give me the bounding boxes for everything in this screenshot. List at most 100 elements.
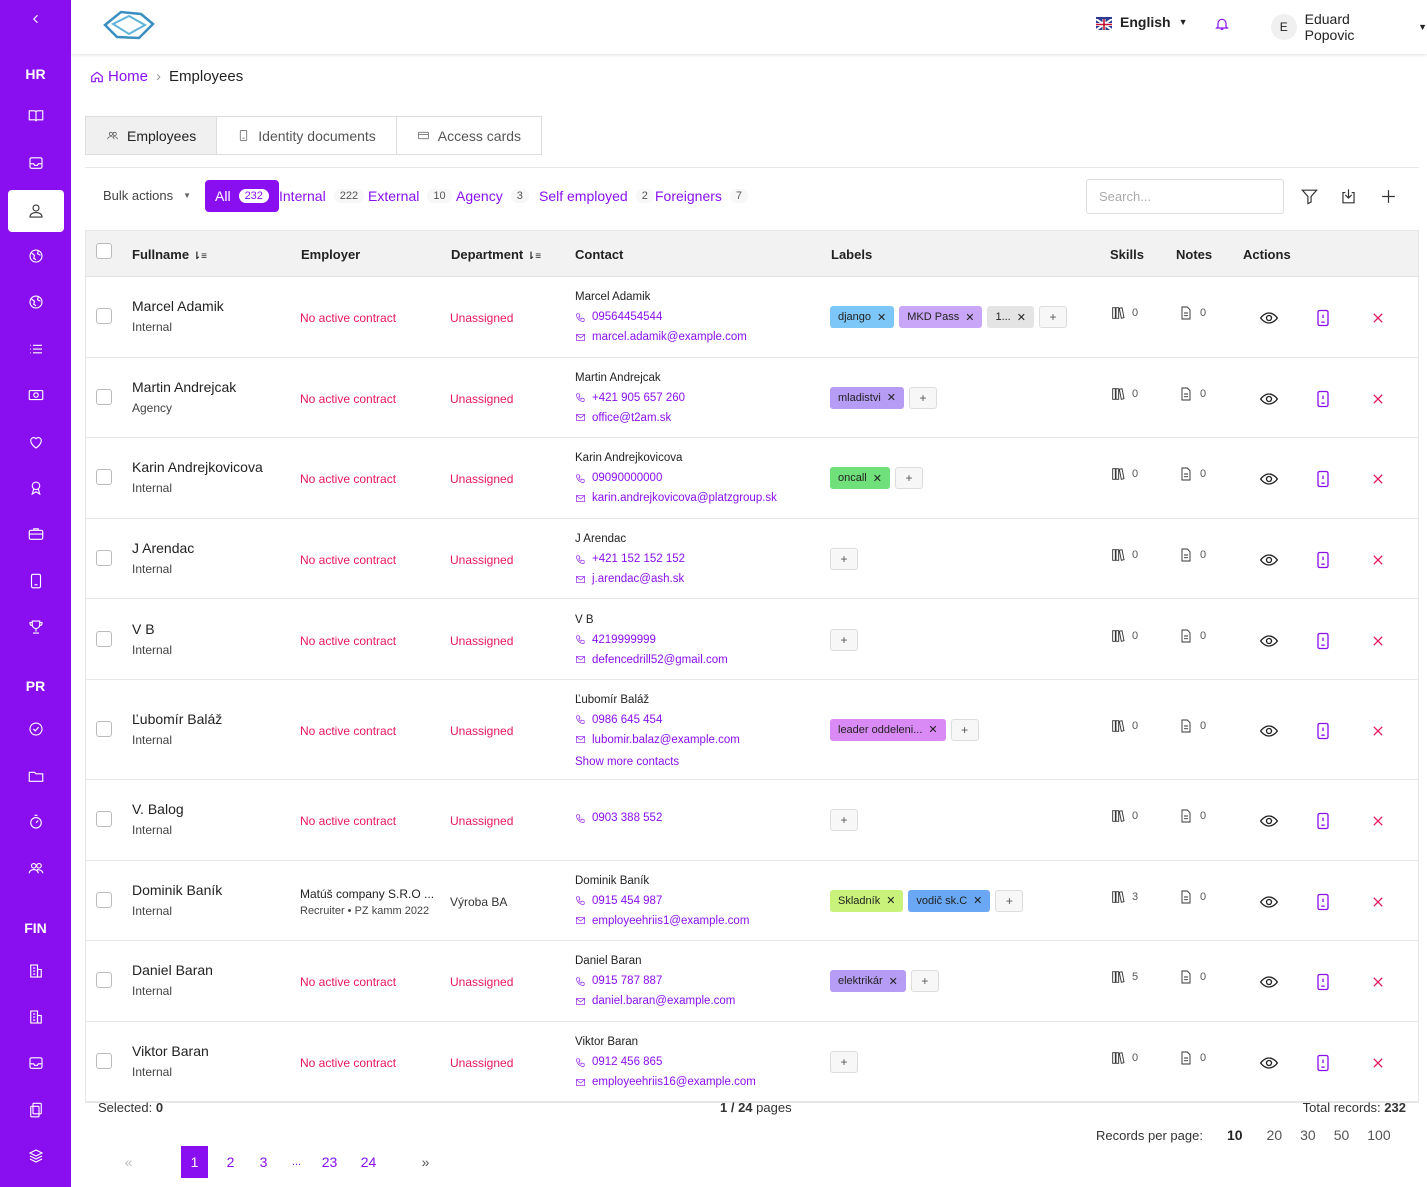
label-tag[interactable]: elektrikár ✕ bbox=[830, 970, 906, 993]
sidebar-item-list[interactable] bbox=[0, 334, 71, 364]
delete-button[interactable] bbox=[1367, 468, 1389, 490]
contact-email[interactable]: j.arendac@ash.sk bbox=[575, 569, 685, 589]
remove-label-icon[interactable]: ✕ bbox=[872, 472, 882, 485]
device-button[interactable] bbox=[1312, 549, 1334, 571]
device-button[interactable] bbox=[1312, 307, 1334, 329]
notes-count[interactable]: 0 bbox=[1178, 889, 1206, 905]
delete-button[interactable] bbox=[1367, 971, 1389, 993]
contact-phone[interactable]: 0915 787 887 bbox=[575, 971, 735, 991]
remove-label-icon[interactable]: ✕ bbox=[888, 975, 898, 988]
view-button[interactable] bbox=[1258, 1052, 1280, 1074]
delete-button[interactable] bbox=[1367, 388, 1389, 410]
filter-button[interactable] bbox=[1298, 185, 1320, 207]
label-tag[interactable]: vodič sk.C ✕ bbox=[908, 889, 991, 912]
device-button[interactable] bbox=[1312, 810, 1334, 832]
table-row[interactable]: Martin Andrejcak Agency No active contract… bbox=[86, 358, 1418, 439]
contact-email[interactable]: office@t2am.sk bbox=[575, 408, 685, 428]
row-checkbox[interactable] bbox=[96, 811, 112, 828]
notes-count[interactable]: 0 bbox=[1178, 1050, 1206, 1066]
label-tag[interactable]: django ✕ bbox=[830, 306, 895, 329]
row-checkbox[interactable] bbox=[96, 891, 112, 908]
remove-label-icon[interactable]: ✕ bbox=[965, 311, 975, 324]
first-page-button[interactable]: « bbox=[112, 1146, 145, 1178]
sidebar-item-check[interactable] bbox=[0, 714, 71, 744]
rpp-option-10[interactable]: 10 bbox=[1226, 1127, 1243, 1143]
contact-phone[interactable]: 09090000000 bbox=[575, 468, 777, 488]
contact-phone[interactable]: 0903 388 552 bbox=[575, 808, 662, 828]
sidebar-item-globe[interactable] bbox=[0, 241, 71, 271]
view-button[interactable] bbox=[1258, 388, 1280, 410]
table-row[interactable]: V. Balog Internal No active contract Unassi… bbox=[86, 780, 1418, 861]
add-label-button[interactable]: + bbox=[830, 1051, 858, 1074]
device-button[interactable] bbox=[1312, 971, 1334, 993]
rpp-option-30[interactable]: 30 bbox=[1300, 1127, 1316, 1143]
view-button[interactable] bbox=[1258, 720, 1280, 742]
label-tag[interactable]: oncall ✕ bbox=[830, 467, 890, 490]
row-checkbox[interactable] bbox=[96, 1053, 112, 1070]
add-label-button[interactable]: + bbox=[1038, 306, 1067, 329]
contact-phone[interactable]: +421 152 152 152 bbox=[575, 549, 685, 569]
employee-name[interactable]: Daniel Baran bbox=[132, 962, 213, 979]
notes-count[interactable]: 0 bbox=[1178, 305, 1206, 321]
delete-button[interactable] bbox=[1367, 630, 1389, 652]
employee-name[interactable]: V. Balog bbox=[132, 801, 184, 818]
view-button[interactable] bbox=[1258, 468, 1280, 490]
sidebar-item-building-2[interactable] bbox=[0, 1002, 71, 1032]
filter-self-employed[interactable]: Self employed 2 bbox=[539, 180, 654, 212]
sidebar-item-award[interactable] bbox=[0, 473, 71, 503]
filter-internal[interactable]: Internal 222 bbox=[279, 180, 365, 212]
add-employee-button[interactable] bbox=[1377, 185, 1399, 207]
device-button[interactable] bbox=[1312, 1052, 1334, 1074]
notifications-button[interactable] bbox=[1214, 15, 1230, 36]
bulk-actions-dropdown[interactable]: Bulk actions ▼ bbox=[103, 188, 192, 203]
add-label-button[interactable]: + bbox=[894, 467, 923, 490]
remove-label-icon[interactable]: ✕ bbox=[877, 311, 887, 324]
remove-label-icon[interactable]: ✕ bbox=[1016, 311, 1026, 324]
notes-count[interactable]: 0 bbox=[1178, 628, 1206, 644]
contact-email[interactable]: employeehriis16@example.com bbox=[575, 1072, 756, 1092]
remove-label-icon[interactable]: ✕ bbox=[928, 724, 938, 737]
skills-count[interactable]: 3 bbox=[1110, 889, 1138, 905]
sidebar-item-documents[interactable] bbox=[0, 1095, 71, 1125]
device-button[interactable] bbox=[1312, 388, 1334, 410]
contact-phone[interactable]: 0986 645 454 bbox=[575, 710, 740, 730]
contact-email[interactable]: employeehriis1@example.com bbox=[575, 911, 749, 931]
add-label-button[interactable]: + bbox=[910, 970, 939, 993]
page-24[interactable]: 24 bbox=[360, 1154, 377, 1170]
export-button[interactable] bbox=[1337, 185, 1359, 207]
contact-phone[interactable]: 4219999999 bbox=[575, 630, 728, 650]
sidebar-item-inbox-2[interactable] bbox=[0, 1048, 71, 1078]
sidebar-item-employees[interactable] bbox=[8, 190, 64, 232]
table-row[interactable]: V B Internal No active contract Unassigned V… bbox=[86, 599, 1418, 680]
device-button[interactable] bbox=[1312, 891, 1334, 913]
column-fullname[interactable]: Fullname ⇂≡ bbox=[132, 247, 207, 262]
user-menu[interactable]: E Eduard Popovic ▼ bbox=[1271, 11, 1427, 43]
contact-email[interactable]: lubomir.balaz@example.com bbox=[575, 730, 740, 750]
remove-label-icon[interactable]: ✕ bbox=[886, 895, 896, 908]
filter-agency[interactable]: Agency 3 bbox=[456, 180, 529, 212]
label-tag[interactable]: mladistvi ✕ bbox=[830, 386, 905, 409]
page-2[interactable]: 2 bbox=[226, 1154, 235, 1170]
row-checkbox[interactable] bbox=[96, 720, 112, 737]
select-all-checkbox[interactable] bbox=[96, 243, 112, 259]
view-button[interactable] bbox=[1258, 549, 1280, 571]
notes-count[interactable]: 0 bbox=[1178, 808, 1206, 824]
contact-phone[interactable]: 0915 454 987 bbox=[575, 891, 749, 911]
sidebar-item-layers[interactable] bbox=[0, 1141, 71, 1171]
add-label-button[interactable]: + bbox=[909, 386, 938, 409]
row-checkbox[interactable] bbox=[96, 308, 112, 325]
device-button[interactable] bbox=[1312, 468, 1334, 490]
skills-count[interactable]: 0 bbox=[1110, 808, 1138, 824]
language-selector[interactable]: English ▼ bbox=[1095, 14, 1187, 31]
skills-count[interactable]: 0 bbox=[1110, 386, 1138, 402]
employee-name[interactable]: Viktor Baran bbox=[132, 1043, 209, 1060]
view-button[interactable] bbox=[1258, 971, 1280, 993]
table-row[interactable]: Karin Andrejkovicova Internal No active co… bbox=[86, 438, 1418, 519]
skills-count[interactable]: 0 bbox=[1110, 547, 1138, 563]
view-button[interactable] bbox=[1258, 810, 1280, 832]
row-checkbox[interactable] bbox=[96, 469, 112, 486]
rpp-option-50[interactable]: 50 bbox=[1333, 1127, 1350, 1143]
add-label-button[interactable]: + bbox=[830, 809, 858, 832]
skills-count[interactable]: 0 bbox=[1110, 466, 1138, 482]
column-department[interactable]: Department ⇂≡ bbox=[451, 247, 542, 262]
